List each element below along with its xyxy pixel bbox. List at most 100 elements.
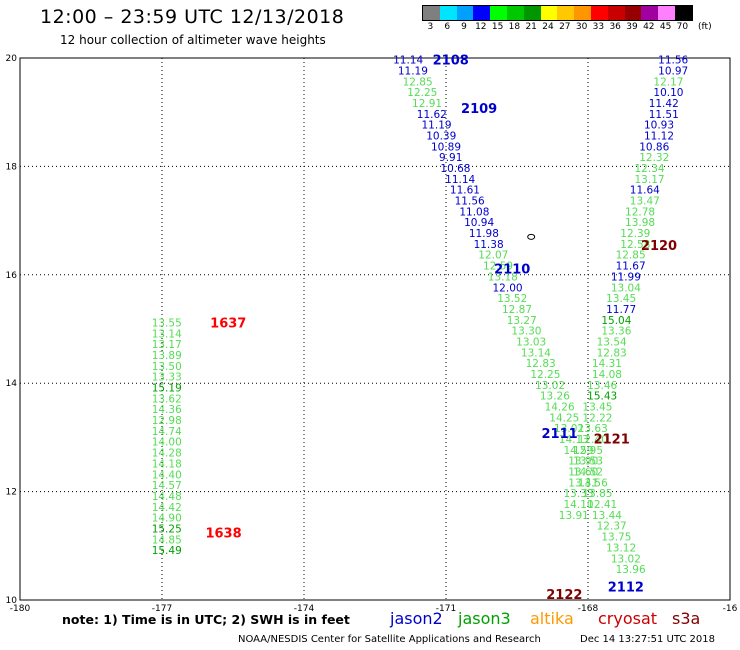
wave-height-value: 11.14 bbox=[393, 55, 423, 67]
island-marker bbox=[527, 233, 536, 240]
wave-height-value: 12.98 bbox=[152, 415, 182, 427]
wave-height-value: 14.90 bbox=[152, 513, 182, 525]
wave-height-value: 13.46 bbox=[587, 380, 617, 392]
color-swatch bbox=[641, 6, 659, 20]
wave-height-value: 14.28 bbox=[152, 448, 182, 460]
wave-height-value: 14.85 bbox=[152, 534, 182, 546]
wave-height-value: 13.17 bbox=[152, 339, 182, 351]
wave-height-value: 13.45 bbox=[582, 402, 612, 414]
wave-height-value: 11.99 bbox=[611, 271, 641, 283]
color-swatch bbox=[506, 6, 524, 20]
wave-height-value: 15.19 bbox=[152, 383, 182, 395]
wave-height-value: 10.68 bbox=[440, 163, 470, 175]
legend-item-altika: altika bbox=[530, 609, 574, 628]
wave-height-value: 13.41 bbox=[568, 477, 598, 489]
wave-height-value: 11.56 bbox=[455, 196, 485, 208]
wave-height-value: 12.85 bbox=[403, 76, 433, 88]
lon-tick-label: -171 bbox=[436, 604, 456, 614]
wave-height-value: 14.25 bbox=[549, 412, 579, 424]
wave-height-value: 15.25 bbox=[152, 523, 182, 535]
pass-time-label: 2122 bbox=[546, 588, 582, 603]
color-scale-label: 12 bbox=[475, 22, 487, 32]
color-swatch bbox=[439, 6, 457, 20]
wave-height-value: 13.03 bbox=[516, 336, 546, 348]
color-scale-label: 36 bbox=[609, 22, 621, 32]
wave-height-value: 12.37 bbox=[597, 521, 627, 533]
pass-time-label: 2121 bbox=[594, 432, 630, 447]
color-swatch bbox=[523, 6, 541, 20]
wave-height-value: 13.14 bbox=[152, 328, 182, 340]
wave-height-value: 10.39 bbox=[426, 131, 456, 143]
wave-height-value: 12.58 bbox=[620, 239, 650, 251]
wave-height-value: 13.91 bbox=[559, 510, 589, 522]
wave-height-value: 12.41 bbox=[587, 499, 617, 511]
wave-height-value: 10.94 bbox=[464, 217, 494, 229]
color-scale-unit: (ft) bbox=[698, 22, 712, 32]
lat-tick-label: 14 bbox=[6, 379, 18, 389]
color-scale-label: 24 bbox=[542, 22, 554, 32]
lon-tick-label: -168 bbox=[578, 604, 599, 614]
color-scale-label: 6 bbox=[444, 22, 451, 32]
wave-height-value: 12.17 bbox=[653, 76, 683, 88]
color-swatch bbox=[574, 6, 591, 20]
wave-height-value: 13.02 bbox=[535, 380, 565, 392]
color-swatch bbox=[456, 6, 474, 20]
wave-height-value: 15.04 bbox=[601, 315, 631, 327]
wave-height-value: 13.75 bbox=[601, 532, 631, 544]
wave-height-value: 13.36 bbox=[601, 326, 631, 338]
lat-tick-label: 18 bbox=[6, 162, 18, 172]
legend-item-cryosat: cryosat bbox=[598, 609, 658, 628]
wave-height-value: 12.25 bbox=[530, 369, 560, 381]
wave-height-value: 12.78 bbox=[625, 206, 655, 218]
color-swatch bbox=[557, 6, 575, 20]
wave-height-value: 13.04 bbox=[611, 282, 641, 294]
wave-height-value: 13.02 bbox=[611, 553, 641, 565]
lat-tick-label: 16 bbox=[6, 271, 18, 281]
wave-height-value: 11.14 bbox=[445, 174, 475, 186]
wave-height-value: 14.26 bbox=[545, 402, 575, 414]
wave-height-value: 12.22 bbox=[582, 412, 612, 424]
color-swatch bbox=[490, 6, 507, 20]
page-title: 12:00 – 23:59 UTC 12/13/2018 bbox=[40, 6, 345, 28]
wave-height-value: 13.17 bbox=[635, 174, 665, 186]
color-scale-bar bbox=[422, 5, 693, 21]
wave-height-value: 14.52 bbox=[573, 467, 603, 479]
wave-height-value: 15.43 bbox=[587, 391, 617, 403]
wave-height-value: 12.39 bbox=[620, 228, 650, 240]
lon-tick-label: -177 bbox=[152, 604, 172, 614]
color-scale-label: 15 bbox=[491, 22, 504, 32]
wave-height-value: 13.02 bbox=[554, 423, 584, 435]
wave-height-value: 11.51 bbox=[649, 109, 679, 121]
wave-height-value: 14.40 bbox=[152, 469, 182, 481]
color-scale-label: 39 bbox=[626, 22, 638, 32]
wave-height-value: 13.14 bbox=[521, 347, 551, 359]
wave-height-value: 10.10 bbox=[653, 87, 683, 99]
lat-tick-label: 12 bbox=[6, 488, 17, 498]
legend-item-jason2: jason2 bbox=[390, 609, 443, 628]
color-swatch bbox=[624, 6, 642, 20]
color-scale-label: 9 bbox=[461, 22, 467, 32]
wave-height-value: 13.27 bbox=[507, 315, 537, 327]
wave-height-value: 11.19 bbox=[398, 65, 428, 77]
lon-tick-label: -16 bbox=[723, 604, 738, 614]
wave-height-value: 11.56 bbox=[658, 55, 688, 67]
wave-height-value: 12.83 bbox=[597, 347, 627, 359]
wave-height-value: 13.89 bbox=[152, 350, 182, 362]
wave-height-value: 9.91 bbox=[439, 152, 462, 164]
color-swatch bbox=[674, 6, 692, 20]
color-scale-label: 70 bbox=[676, 22, 689, 32]
generated-timestamp: Dec 14 13:27:51 UTC 2018 bbox=[580, 634, 715, 645]
wave-height-value: 13.62 bbox=[152, 393, 182, 405]
wave-height-value: 11.42 bbox=[649, 98, 679, 110]
pass-time-label: 2110 bbox=[494, 262, 530, 277]
lon-tick-label: -174 bbox=[294, 604, 315, 614]
color-swatch bbox=[590, 6, 608, 20]
wave-height-value: 13.85 bbox=[582, 488, 612, 500]
wave-height-value: 13.98 bbox=[625, 217, 655, 229]
page-subtitle: 12 hour collection of altimeter wave hei… bbox=[60, 33, 326, 47]
wave-height-value: 11.62 bbox=[417, 109, 447, 121]
wave-height-value: 10.89 bbox=[431, 141, 461, 153]
wave-height-value: 13.53 bbox=[573, 456, 603, 468]
color-scale-label: 30 bbox=[575, 22, 588, 32]
